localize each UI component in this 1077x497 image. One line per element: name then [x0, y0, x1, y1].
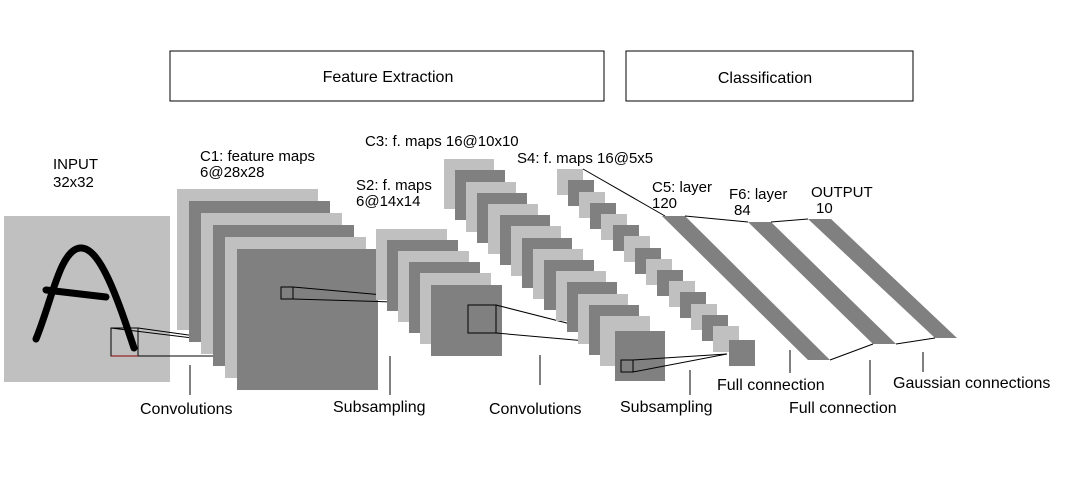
c3-projection-line	[632, 353, 728, 361]
c1-receptive-field	[280, 286, 294, 300]
c5-f6-connection	[829, 343, 874, 361]
c3-projection-line	[632, 353, 728, 373]
c3-map	[615, 331, 665, 381]
f6-output-connection	[895, 337, 936, 345]
s2-receptive-field	[467, 304, 497, 334]
f6-label: F6: layer	[729, 186, 787, 203]
s2-layer: S2: f. maps 6@14x14	[356, 177, 666, 356]
classification-title: Classification	[718, 70, 812, 87]
input-layer: INPUT 32x32	[4, 156, 341, 382]
c5-size: 120	[652, 195, 677, 212]
s4-layer: S4: f. maps 16@5x5	[517, 150, 755, 366]
c1-label: C1: feature maps	[200, 148, 315, 165]
c1-size: 6@28x28	[200, 164, 264, 181]
f6-bar	[748, 222, 896, 344]
gaussian-connections-label: Gaussian connections	[893, 375, 1050, 392]
s4-label: S4: f. maps 16@5x5	[517, 150, 653, 167]
input-size: 32x32	[53, 174, 94, 191]
s4-to-c5-line	[582, 168, 666, 217]
c3-layer: C3: f. maps 16@10x10	[365, 133, 728, 381]
convolutions-label: Convolutions	[489, 401, 582, 418]
fully-connected-layers: C5: layer 120 F6: layer 84 OUTPUT 10	[652, 179, 957, 361]
s2-map	[431, 285, 502, 356]
convolutions-label: Convolutions	[140, 401, 233, 418]
input-image	[4, 216, 170, 382]
letter-a-stroke	[32, 244, 138, 352]
output-label: OUTPUT	[811, 184, 873, 201]
full-connection-label: Full connection	[789, 400, 897, 417]
f6-output-connection	[770, 218, 809, 223]
s2-label: S2: f. maps	[356, 177, 432, 194]
input-label: INPUT	[53, 156, 98, 173]
s4-map	[729, 340, 755, 366]
c5-label: C5: layer	[652, 179, 712, 196]
c1-layer: C1: feature maps 6@28x28	[177, 148, 498, 390]
c3-receptive-field	[620, 359, 634, 373]
output-size: 10	[816, 200, 833, 217]
feature-extraction-header: Feature Extraction	[169, 50, 605, 102]
s2-size: 6@14x14	[356, 193, 420, 210]
output-bar	[808, 219, 957, 338]
c3-label: C3: f. maps 16@10x10	[365, 133, 519, 150]
c5-bar	[662, 216, 830, 360]
operation-labels: Convolutions Subsampling Convolutions Su…	[140, 375, 1050, 418]
operation-ticks	[189, 350, 924, 395]
c5-f6-connection	[684, 215, 749, 223]
letter-a-crossbar	[42, 286, 110, 301]
subsampling-label: Subsampling	[620, 399, 713, 416]
subsampling-label: Subsampling	[333, 399, 426, 416]
f6-size: 84	[734, 202, 751, 219]
c1-map	[237, 249, 378, 390]
full-connection-label: Full connection	[717, 377, 825, 394]
feature-extraction-title: Feature Extraction	[323, 69, 454, 86]
classification-header: Classification	[625, 50, 914, 102]
